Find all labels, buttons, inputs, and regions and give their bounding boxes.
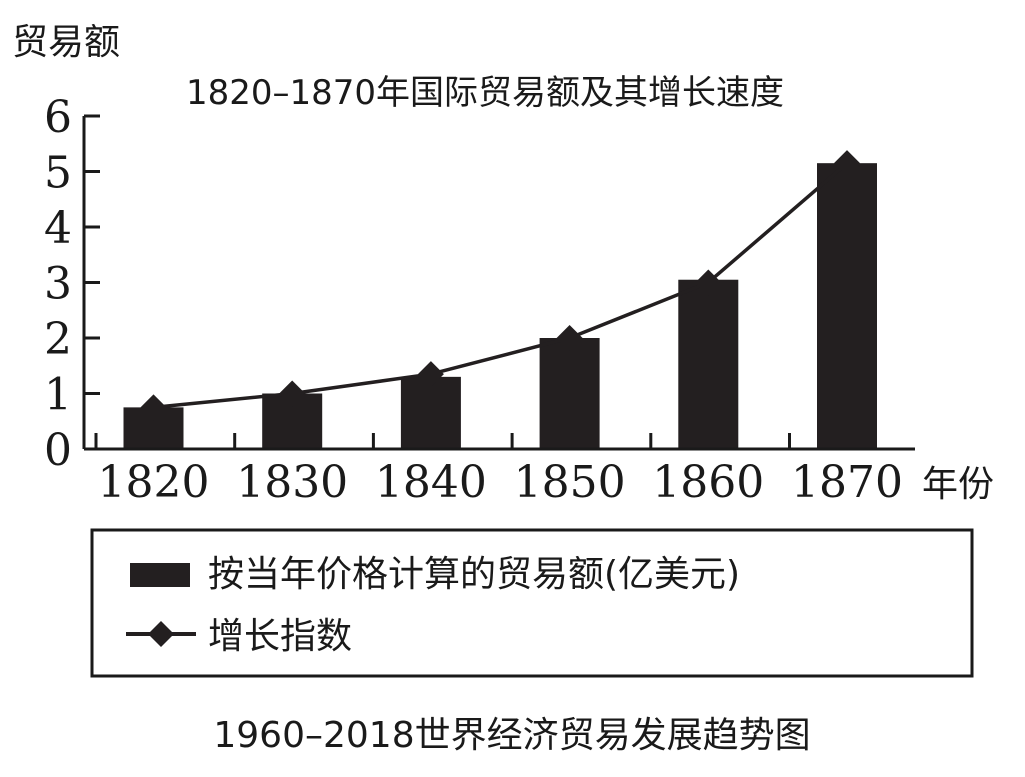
bar: [539, 338, 600, 449]
x-tick-label: 1850: [514, 457, 626, 508]
chart-title: 1820–1870年国际贸易额及其增长速度: [186, 73, 784, 113]
legend-box: [90, 528, 974, 678]
x-tick-label: 1830: [236, 457, 348, 508]
y-tick-label: 1: [44, 370, 72, 421]
legend-line-label: 增长指数: [208, 616, 352, 657]
index-point: [140, 394, 167, 421]
index-line: [153, 161, 849, 410]
index-point: [695, 269, 722, 296]
index-point: [417, 361, 444, 388]
legend-bar-swatch: [130, 563, 190, 587]
x-tick-label: 1870: [791, 457, 903, 508]
x-tick-label: 1840: [375, 457, 487, 508]
figure-caption: 1960–2018世界经济贸易发展趋势图: [213, 715, 810, 756]
legend-diamond-marker: [148, 621, 174, 647]
index-point: [279, 380, 306, 407]
y-tick-label: 6: [44, 92, 72, 143]
x-tick-label: 1860: [652, 457, 764, 508]
y-axis-label: 贸易额: [12, 22, 120, 63]
bar: [678, 279, 739, 449]
y-tick-label: 5: [44, 148, 72, 199]
y-tick-label: 2: [44, 314, 72, 365]
index-point: [556, 325, 583, 351]
y-tick-label: 4: [44, 203, 72, 254]
y-tick-label: 3: [44, 259, 72, 310]
x-tick-label: 1820: [98, 457, 210, 508]
x-axis-label: 年份: [922, 464, 994, 505]
y-tick-label: 0: [44, 425, 72, 476]
bar: [400, 376, 461, 449]
index-point: [834, 150, 860, 177]
legend-bar-label: 按当年价格计算的贸易额(亿美元): [208, 554, 740, 595]
bar: [817, 163, 877, 450]
